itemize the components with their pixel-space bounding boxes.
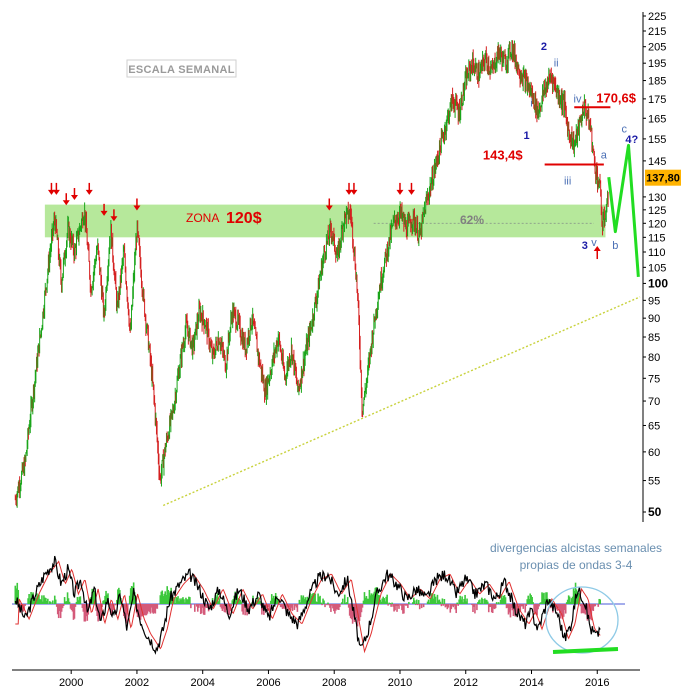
zona-label-value: 120$	[226, 210, 262, 227]
zona-label: ZONA 120$	[186, 210, 262, 227]
down-arrow-head	[407, 189, 415, 195]
down-arrow-head	[350, 189, 358, 195]
wave-label: i	[530, 98, 532, 110]
oscillator-line	[14, 555, 601, 655]
x-tick-label: 2010	[388, 677, 412, 689]
chart-title-box: ESCALA SEMANAL	[126, 59, 237, 78]
wave-label: 4?	[625, 134, 638, 146]
x-tick-label: 2002	[125, 677, 149, 689]
wave-label: iv	[574, 94, 582, 106]
y-tick-label: 225	[648, 11, 666, 23]
current-price-text: 137,80	[646, 173, 680, 185]
x-tick-label: 2012	[453, 677, 477, 689]
current-price-badge: 137,80	[645, 169, 681, 186]
y-tick-label: 130	[648, 192, 666, 204]
y-tick-label: 85	[648, 332, 660, 344]
down-arrow-head	[110, 216, 118, 222]
wave-label: ii	[554, 58, 559, 70]
wave-label: c	[621, 124, 627, 136]
y-tick-label: 215	[648, 26, 666, 38]
signal-line	[15, 560, 601, 654]
x-tick-label: 2016	[585, 677, 609, 689]
y-tick-label: 80	[648, 352, 660, 364]
down-arrow-head	[70, 195, 78, 201]
y-tick-label: 175	[648, 94, 666, 106]
wave-label: iii	[564, 175, 571, 187]
zone-band	[44, 204, 606, 238]
divergence-support-line	[552, 647, 619, 654]
up-arrow-head	[593, 246, 601, 252]
y-tick-label: 195	[648, 58, 666, 70]
y-tick-label: 60	[648, 447, 660, 459]
resistance-arrows	[47, 182, 601, 260]
x-axis-ticks: 2000 2002 2004 2006 2008 2010 2012 2014 2016	[12, 669, 640, 689]
y-tick-label: 50	[648, 505, 662, 519]
chart-title: ESCALA SEMANAL	[128, 64, 234, 76]
y-tick-label: 125	[648, 205, 666, 217]
fib-label: 62%	[460, 213, 484, 227]
y-tick-label: 205	[648, 42, 666, 54]
zona-label-prefix: ZONA	[186, 211, 219, 225]
support-zone	[44, 204, 606, 238]
support-trendline	[162, 296, 641, 507]
wave-label: 3	[582, 240, 588, 252]
down-arrow-head	[325, 205, 333, 211]
title-frame	[126, 59, 237, 78]
price-level-label: 170,6$	[596, 90, 637, 105]
divergence-circle	[545, 586, 619, 654]
y-tick-label: 145	[648, 156, 666, 168]
price-series	[14, 40, 609, 508]
divergence-note-line1: divergencias alcistas semanales	[490, 541, 662, 555]
x-tick-label: 2008	[322, 677, 346, 689]
y-axis-ticks: 50 55 60 65 70 75 80 85 90 95 100 105 110 115 12012513…	[643, 11, 668, 519]
current-price-box	[645, 169, 681, 186]
y-tick-label: 95	[648, 295, 660, 307]
trendline-layer	[162, 296, 641, 507]
y-tick-label: 100	[648, 276, 668, 290]
x-tick-label: 2006	[256, 677, 280, 689]
y-tick-label: 75	[648, 373, 660, 385]
y-tick-label: 110	[648, 247, 666, 259]
wave-label: 2	[541, 41, 547, 53]
down-arrow-head	[396, 189, 404, 195]
y-tick-label: 155	[648, 134, 666, 146]
y-tick-label: 120	[648, 218, 666, 230]
price-levels: 170,6$ 143,4$	[483, 90, 637, 166]
divergence-note-line2: propias de ondas 3-4	[520, 558, 633, 572]
x-tick-label: 2000	[59, 677, 83, 689]
wave-label: b	[612, 240, 618, 252]
y-tick-label: 65	[648, 420, 660, 432]
y-tick-label: 115	[648, 232, 666, 244]
down-arrow-head	[85, 189, 93, 195]
down-arrow-head	[52, 189, 60, 195]
price-level-label: 143,4$	[483, 148, 524, 163]
x-tick-label: 2014	[519, 677, 543, 689]
indicator-oscillator	[14, 555, 601, 655]
y-tick-label: 185	[648, 76, 666, 88]
y-tick-label: 165	[648, 113, 666, 125]
wave-label: v	[591, 237, 597, 249]
x-tick-label: 2004	[190, 677, 214, 689]
indicator-panel: divergencias alcistas semanales propias …	[12, 541, 662, 655]
y-tick-label: 70	[648, 396, 660, 408]
wave-projection	[607, 143, 640, 278]
wave-label: a	[601, 150, 608, 162]
wave-label: 1	[524, 130, 530, 142]
down-arrow-head	[100, 210, 108, 216]
down-arrow-head	[47, 189, 55, 195]
down-arrow-head	[345, 189, 353, 195]
y-tick-label: 55	[648, 476, 660, 488]
y-tick-label: 90	[648, 313, 660, 325]
y-tick-label: 105	[648, 262, 666, 274]
down-arrow-head	[62, 200, 70, 206]
down-arrow-head	[133, 205, 141, 211]
projection-path	[607, 143, 640, 278]
